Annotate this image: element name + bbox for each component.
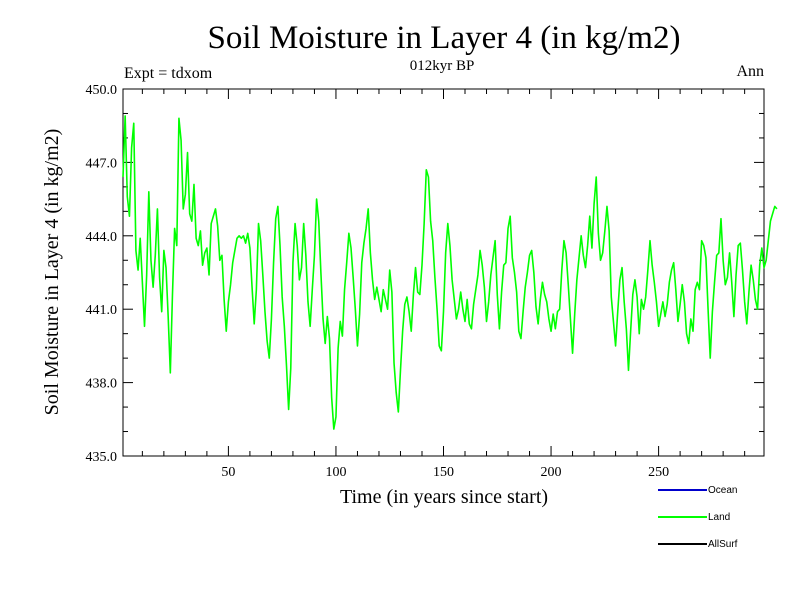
x-axis-label: Time (in years since start): [340, 486, 548, 508]
x-tick-label: 250: [648, 465, 669, 480]
y-axis-ticks: 435.0 438.0 441.0 444.0 447.0 450.0: [86, 83, 764, 465]
y-tick-label: 441.0: [86, 303, 118, 318]
x-tick-label: 50: [221, 465, 235, 480]
y-tick-label: 447.0: [86, 156, 118, 171]
series-line-land: [122, 115, 778, 430]
chart-subtitle: 012kyr BP: [410, 58, 475, 74]
chart-title: Soil Moisture in Layer 4 (in kg/m2): [208, 20, 681, 56]
x-tick-label: 100: [325, 465, 346, 480]
legend-label-ocean: Ocean: [708, 485, 737, 496]
y-tick-label: 438.0: [86, 377, 118, 392]
y-tick-label: 450.0: [86, 83, 118, 98]
y-axis-label: Soil Moisture in Layer 4 (in kg/m2): [41, 129, 63, 416]
legend: Ocean Land AllSurf: [658, 485, 738, 550]
experiment-label: Expt = tdxom: [124, 65, 213, 82]
legend-label-allsurf: AllSurf: [708, 539, 738, 550]
legend-label-land: Land: [708, 512, 730, 523]
x-tick-label: 150: [433, 465, 454, 480]
season-label: Ann: [736, 63, 764, 80]
x-tick-label: 200: [541, 465, 562, 480]
y-tick-label: 435.0: [86, 450, 118, 465]
plot-frame: [122, 88, 765, 457]
y-tick-label: 444.0: [86, 230, 118, 245]
x-axis-ticks: 50 100 150 200 250: [141, 89, 746, 480]
